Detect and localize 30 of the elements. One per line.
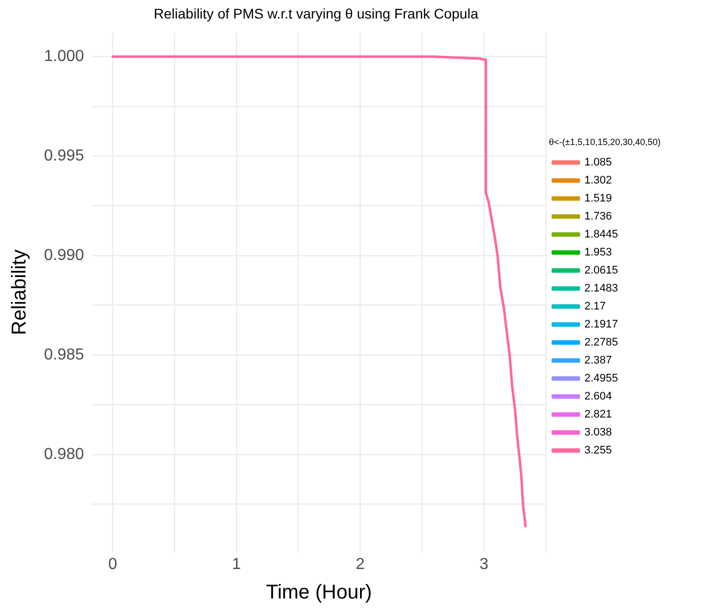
- legend-label: 1.519: [584, 192, 612, 205]
- legend-label: 1.085: [584, 156, 612, 169]
- legend-label: 2.1917: [584, 318, 618, 331]
- y-tick-label: 1.000: [44, 48, 84, 66]
- legend-label: 2.17: [584, 300, 606, 313]
- x-axis-title: Time (Hour): [266, 582, 372, 604]
- y-axis-title: Reliability: [8, 250, 31, 336]
- legend-label: 1.302: [584, 174, 612, 187]
- legend-label: 1.736: [584, 210, 612, 223]
- legend-label: 3.255: [584, 444, 612, 457]
- legend-label: 2.4955: [584, 372, 618, 385]
- y-tick-label: 0.985: [44, 346, 84, 364]
- y-tick-label: 0.980: [44, 446, 84, 463]
- x-tick-label: 2: [356, 556, 365, 573]
- legend-title: θ<-(±1,5,10,15,20,30,40,50): [548, 136, 661, 147]
- legend-label: 2.387: [584, 354, 612, 367]
- legend-label: 2.821: [584, 408, 612, 421]
- chart-title: Reliability of PMS w.r.t varying θ using Frank Copula: [154, 5, 478, 22]
- legend-label: 2.1483: [584, 282, 618, 295]
- legend-label: 2.2785: [584, 336, 618, 349]
- x-tick-label: 0: [108, 556, 118, 573]
- y-tick-label: 0.995: [44, 147, 84, 164]
- x-tick-label: 3: [480, 556, 489, 573]
- legend-label: 1.8445: [584, 228, 618, 241]
- legend-label: 2.604: [584, 390, 612, 403]
- x-tick-label: 1: [232, 556, 242, 573]
- y-tick-label: 0.990: [44, 246, 84, 264]
- legend-label: 1.953: [584, 246, 612, 259]
- legend-label: 2.0615: [584, 264, 618, 277]
- legend-label: 3.038: [584, 426, 612, 439]
